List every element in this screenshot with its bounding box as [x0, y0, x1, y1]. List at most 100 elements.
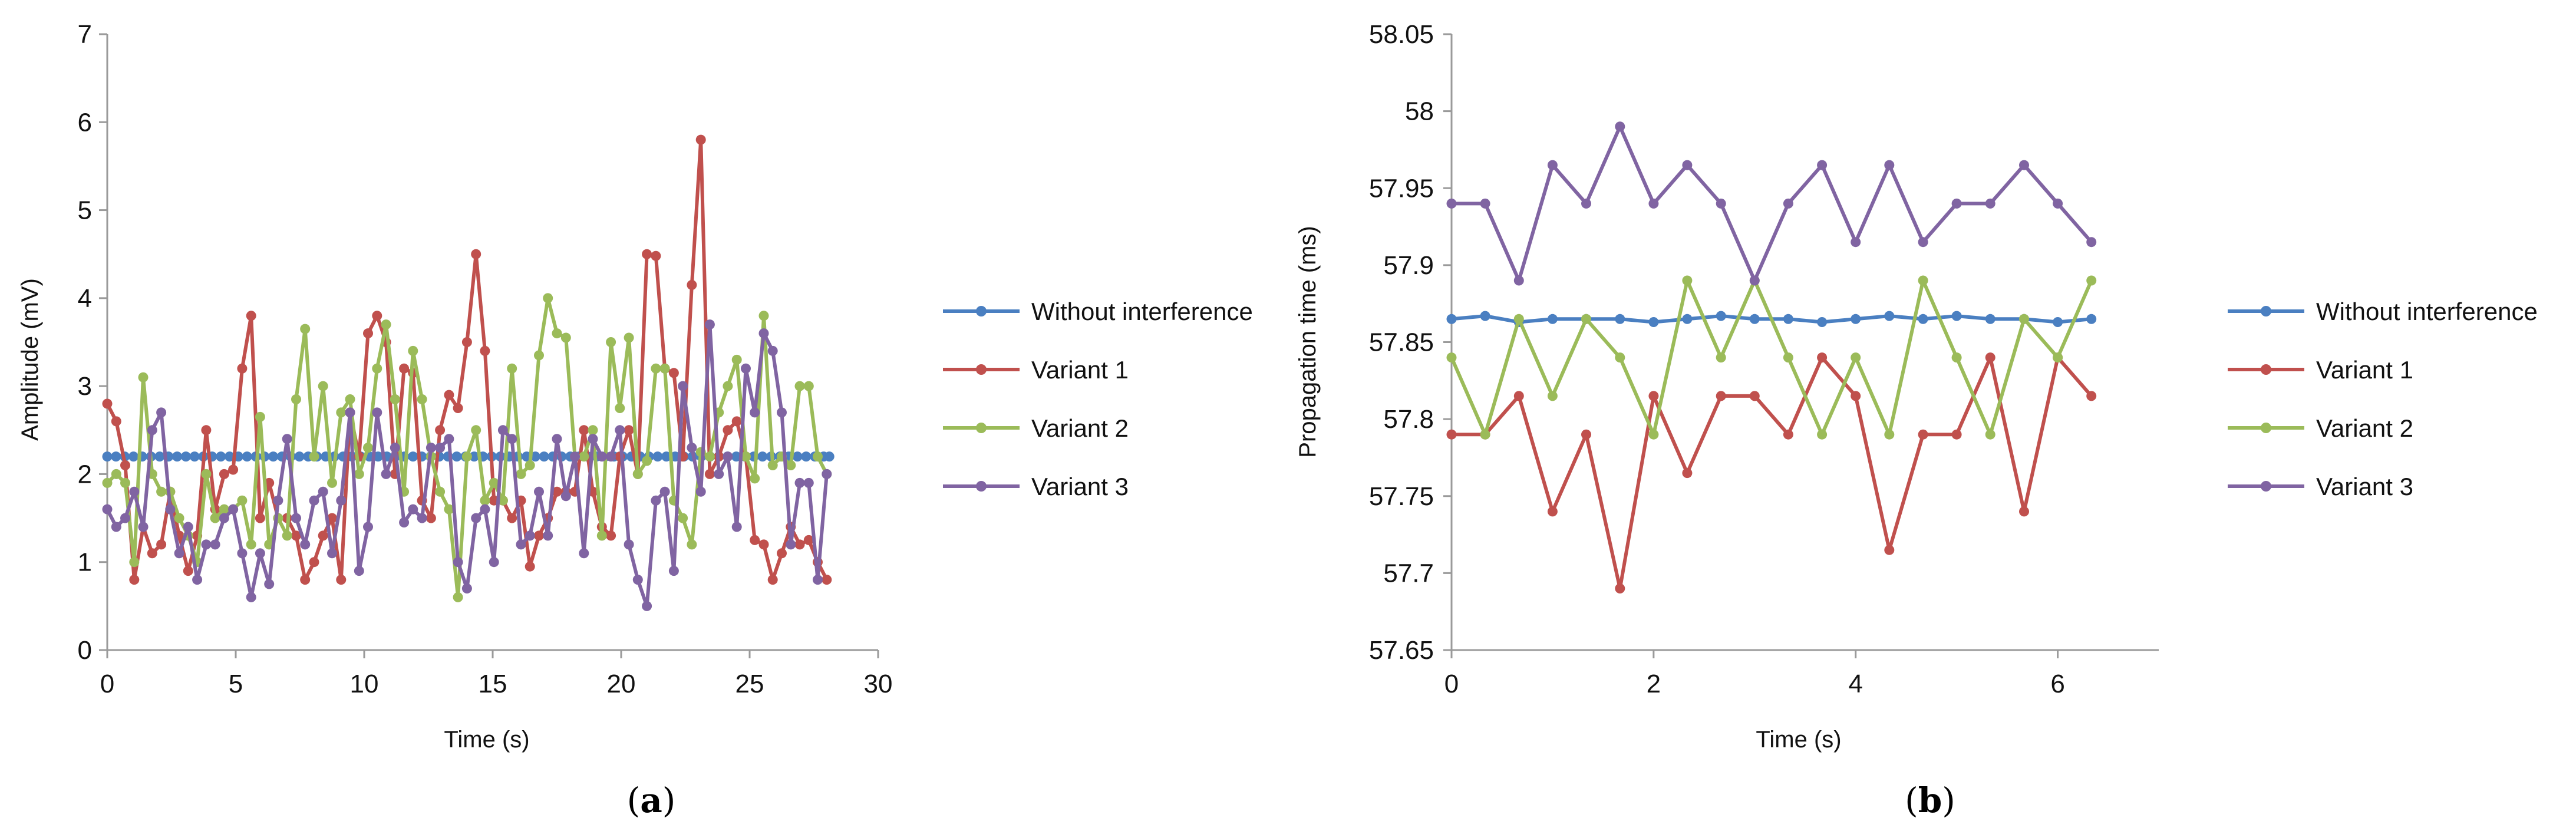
legend-swatch-marker — [2261, 364, 2271, 375]
data-point-variant-3 — [2053, 198, 2063, 209]
y-tick-label: 57.85 — [1369, 328, 1434, 357]
series-line-variant-2 — [1450, 279, 2093, 437]
data-point-variant-3 — [560, 491, 571, 502]
data-point-variant-2 — [516, 469, 526, 479]
data-point-variant-1 — [1615, 583, 1625, 593]
data-point-variant-2 — [1918, 275, 1928, 286]
data-point-variant-2 — [1682, 275, 1693, 286]
data-point-variant-1 — [794, 539, 805, 550]
data-point-variant-3 — [579, 548, 589, 559]
data-point-variant-2 — [381, 319, 391, 330]
data-point-variant-2 — [327, 477, 337, 488]
data-point-variant-1 — [668, 368, 679, 378]
data-point-without-interference — [1985, 314, 1996, 324]
data-point-variant-1 — [363, 328, 373, 339]
data-point-variant-1 — [201, 425, 212, 436]
data-point-variant-1 — [120, 460, 130, 470]
data-point-variant-2 — [767, 460, 778, 470]
data-point-variant-2 — [642, 456, 652, 466]
data-point-variant-3 — [767, 345, 778, 356]
data-point-variant-2 — [1446, 352, 1457, 363]
y-tick-label: 57.75 — [1369, 482, 1434, 511]
caption-b-close: ) — [1942, 780, 1955, 820]
data-point-variant-3 — [120, 513, 130, 523]
data-point-without-interference — [242, 451, 252, 462]
data-point-variant-3 — [1615, 121, 1625, 132]
data-point-variant-1 — [444, 390, 454, 400]
legend-item-variant-2: Variant 2 — [2228, 414, 2413, 442]
data-point-variant-3 — [2019, 160, 2029, 170]
data-point-variant-2 — [300, 324, 311, 334]
data-point-variant-3 — [480, 504, 490, 515]
data-point-variant-3 — [1716, 198, 1726, 209]
data-point-variant-3 — [758, 328, 769, 339]
data-point-variant-3 — [129, 486, 140, 497]
data-point-variant-2 — [408, 345, 418, 356]
y-tick-label: 6 — [78, 108, 92, 137]
data-point-variant-2 — [1716, 352, 1726, 363]
data-point-variant-2 — [309, 451, 319, 462]
data-point-variant-1 — [758, 539, 769, 550]
data-point-variant-3 — [183, 522, 193, 532]
data-point-variant-3 — [1682, 160, 1693, 170]
data-point-variant-1 — [1648, 391, 1659, 401]
data-point-variant-2 — [120, 477, 130, 488]
data-point-variant-1 — [237, 363, 248, 374]
data-point-variant-1 — [731, 416, 742, 427]
data-point-without-interference — [757, 451, 768, 462]
data-point-variant-2 — [354, 469, 364, 479]
data-point-variant-2 — [803, 381, 814, 391]
data-point-variant-3 — [246, 592, 256, 602]
data-point-variant-2 — [543, 293, 553, 304]
data-point-variant-3 — [435, 443, 446, 453]
data-point-variant-3 — [192, 575, 203, 585]
data-point-variant-2 — [507, 363, 517, 374]
data-point-variant-2 — [2053, 352, 2063, 363]
data-point-variant-1 — [1446, 429, 1457, 440]
data-point-variant-3 — [291, 513, 301, 523]
data-point-without-interference — [539, 451, 549, 462]
data-point-variant-1 — [579, 425, 589, 436]
data-point-variant-1 — [435, 425, 446, 436]
data-point-variant-2 — [1985, 429, 1996, 440]
data-point-without-interference — [1951, 311, 1962, 321]
data-point-without-interference — [1648, 317, 1659, 327]
data-point-variant-2 — [1783, 352, 1793, 363]
data-point-without-interference — [1615, 314, 1625, 324]
data-point-variant-1 — [507, 513, 517, 523]
data-point-without-interference — [1851, 314, 1861, 324]
data-point-variant-1 — [651, 250, 661, 261]
data-point-variant-2 — [615, 403, 625, 413]
data-point-variant-3 — [525, 530, 535, 541]
data-point-variant-2 — [210, 513, 220, 523]
data-point-variant-3 — [678, 381, 688, 391]
data-point-variant-2 — [731, 354, 742, 365]
data-point-variant-2 — [552, 328, 562, 339]
data-point-variant-1 — [219, 469, 229, 479]
data-point-variant-3 — [803, 477, 814, 488]
data-point-variant-2 — [336, 407, 347, 418]
data-point-variant-2 — [2086, 275, 2097, 286]
data-point-variant-2 — [678, 513, 688, 523]
data-point-variant-3 — [687, 443, 697, 453]
data-point-variant-2 — [372, 363, 382, 374]
data-point-variant-3 — [777, 407, 787, 418]
series-group-b — [1446, 121, 2097, 593]
data-point-variant-1 — [291, 530, 301, 541]
data-point-variant-1 — [1851, 391, 1861, 401]
y-axis-title-a: Amplitude (mV) — [17, 278, 43, 441]
y-tick-label: 1 — [78, 548, 92, 577]
data-point-variant-3 — [822, 469, 832, 479]
y-tick-label: 57.8 — [1383, 405, 1434, 434]
data-point-variant-3 — [363, 522, 373, 532]
data-point-variant-1 — [704, 469, 715, 479]
y-tick-label: 57.95 — [1369, 174, 1434, 203]
x-tick-label: 2 — [1647, 670, 1661, 698]
series-line-variant-3 — [1452, 124, 2093, 282]
data-point-variant-2 — [687, 539, 697, 550]
axes-a — [99, 33, 879, 658]
legend-swatch-marker — [976, 423, 987, 433]
data-point-variant-3 — [273, 495, 283, 506]
data-point-variant-2 — [471, 425, 481, 436]
